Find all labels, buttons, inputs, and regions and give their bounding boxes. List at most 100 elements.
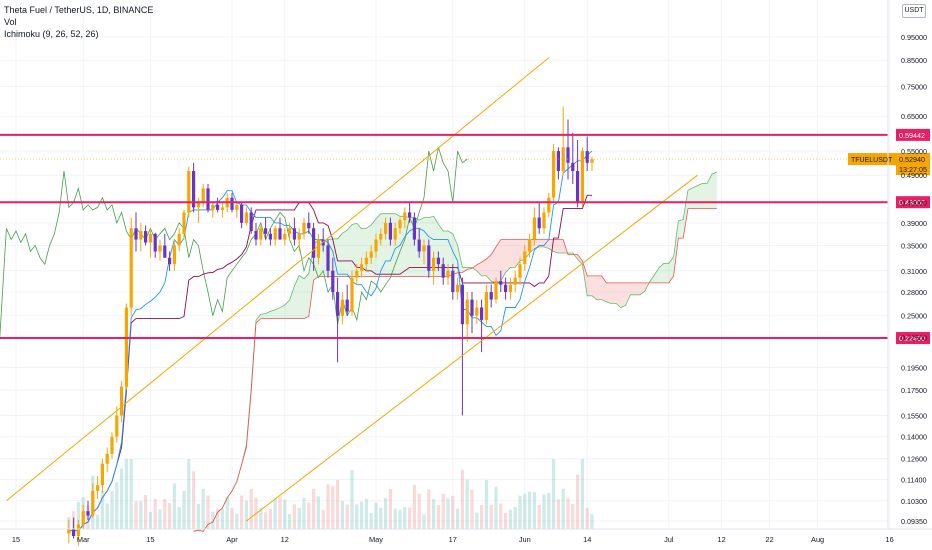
candle-body bbox=[86, 511, 90, 516]
ichimoku-label[interactable]: Ichimoku (9, 26, 52, 26) bbox=[4, 29, 99, 39]
candle-body bbox=[590, 159, 594, 163]
candle-body bbox=[312, 228, 316, 258]
y-tick-label: 0.49000 bbox=[901, 171, 927, 180]
candle-body bbox=[561, 147, 565, 171]
level-tag bbox=[896, 332, 930, 345]
volume-bar bbox=[408, 507, 412, 529]
candle-body bbox=[172, 245, 176, 265]
candle-body bbox=[489, 292, 493, 300]
volume-bar bbox=[172, 483, 176, 529]
candle-body bbox=[417, 239, 421, 252]
volume-bar bbox=[379, 507, 383, 529]
symbol-label: TFUELUSDT bbox=[851, 157, 893, 164]
volume-bar bbox=[312, 488, 316, 529]
candle-body bbox=[441, 264, 445, 278]
cloud-segment bbox=[596, 275, 602, 300]
volume-bar bbox=[412, 485, 416, 529]
candle-body bbox=[134, 228, 138, 240]
volume-bar bbox=[422, 514, 426, 529]
cloud-segment bbox=[601, 275, 607, 302]
volume-bar bbox=[331, 485, 335, 529]
candle-body bbox=[436, 257, 440, 265]
x-tick-label: Apr bbox=[226, 535, 238, 544]
candle-body bbox=[364, 257, 368, 265]
candle-body bbox=[230, 197, 234, 210]
volume-bar bbox=[321, 509, 325, 529]
volume-bar bbox=[566, 498, 570, 529]
candle-body bbox=[340, 299, 344, 316]
volume-label[interactable]: Vol bbox=[4, 17, 17, 27]
cloud-segment bbox=[688, 187, 693, 209]
trendlines[interactable] bbox=[6, 57, 698, 522]
cloud-segment bbox=[606, 282, 612, 304]
cloud-segment bbox=[275, 307, 280, 319]
volume-bar bbox=[292, 504, 296, 529]
volume-bar bbox=[537, 505, 541, 529]
volume-bar bbox=[115, 482, 119, 529]
volume-bar bbox=[528, 491, 532, 529]
cloud-segment bbox=[280, 304, 285, 319]
volume-bar bbox=[134, 501, 138, 529]
y-tick-label: 0.39000 bbox=[901, 219, 927, 228]
candle-body bbox=[398, 220, 402, 229]
volume-bar bbox=[504, 513, 508, 529]
symbol-title[interactable]: Theta Fuel / TetherUS, 1D, BINANCE bbox=[4, 5, 154, 15]
candle-body bbox=[316, 239, 320, 258]
cloud-segment bbox=[491, 246, 496, 283]
candle-body bbox=[494, 281, 498, 300]
cloud-segment bbox=[448, 231, 453, 277]
volume-bar bbox=[316, 496, 320, 529]
cloud-segment bbox=[366, 224, 372, 277]
candle-body bbox=[129, 228, 133, 308]
candle-body bbox=[307, 222, 311, 229]
volume-bar bbox=[585, 507, 589, 529]
cloud-segment bbox=[577, 254, 583, 265]
x-tick-label: Mar bbox=[77, 535, 90, 544]
candle-body bbox=[292, 228, 296, 240]
conversion-line bbox=[68, 150, 593, 532]
cloud-segment bbox=[635, 282, 640, 295]
candle-body bbox=[297, 233, 301, 240]
cloud-segment bbox=[630, 282, 636, 295]
ichimoku-lines bbox=[0, 147, 717, 532]
volume-bar bbox=[456, 508, 460, 529]
volume-bar bbox=[547, 492, 551, 529]
volume-bar bbox=[105, 503, 109, 529]
horizontal-levels[interactable]: 0.59442 0.43057 0.22460 TFUELUSDT 0.5294013:… bbox=[0, 128, 930, 345]
volume-bar bbox=[480, 505, 484, 529]
candle-body bbox=[470, 299, 474, 316]
y-tick-label: 0.28000 bbox=[901, 288, 927, 297]
cloud-segment bbox=[462, 267, 468, 273]
volume-bar bbox=[163, 499, 167, 529]
volume-bar bbox=[249, 488, 253, 529]
y-tick-label: 0.09350 bbox=[901, 517, 927, 526]
cloud-segment bbox=[616, 282, 621, 308]
candle-body bbox=[76, 524, 80, 537]
candle-body bbox=[264, 228, 268, 234]
volume-bar bbox=[532, 492, 536, 529]
candle-body bbox=[566, 147, 570, 163]
volume-bar bbox=[230, 508, 234, 529]
candle-body bbox=[268, 233, 272, 240]
x-tick-label: 15 bbox=[12, 535, 20, 544]
volume-bar bbox=[470, 489, 474, 529]
cloud-segment bbox=[500, 239, 506, 282]
candle-body bbox=[278, 228, 282, 240]
volume-bar bbox=[76, 502, 80, 529]
cloud-segment bbox=[376, 213, 381, 277]
volume-bar bbox=[259, 507, 263, 529]
volume-bar bbox=[120, 468, 124, 529]
currency-selector[interactable]: USDT bbox=[902, 4, 926, 18]
candle-body bbox=[580, 151, 584, 203]
cloud-segment bbox=[308, 243, 314, 317]
cloud-segment bbox=[481, 259, 487, 276]
candle-body bbox=[72, 528, 76, 537]
leading-span-b bbox=[193, 208, 717, 532]
volume-bar bbox=[168, 503, 172, 529]
y-tick-label: 0.14000 bbox=[901, 433, 927, 442]
volume-bar bbox=[100, 490, 104, 529]
volume-bar bbox=[144, 495, 148, 529]
cloud-segment bbox=[587, 275, 592, 296]
cloud-segment bbox=[472, 264, 477, 271]
